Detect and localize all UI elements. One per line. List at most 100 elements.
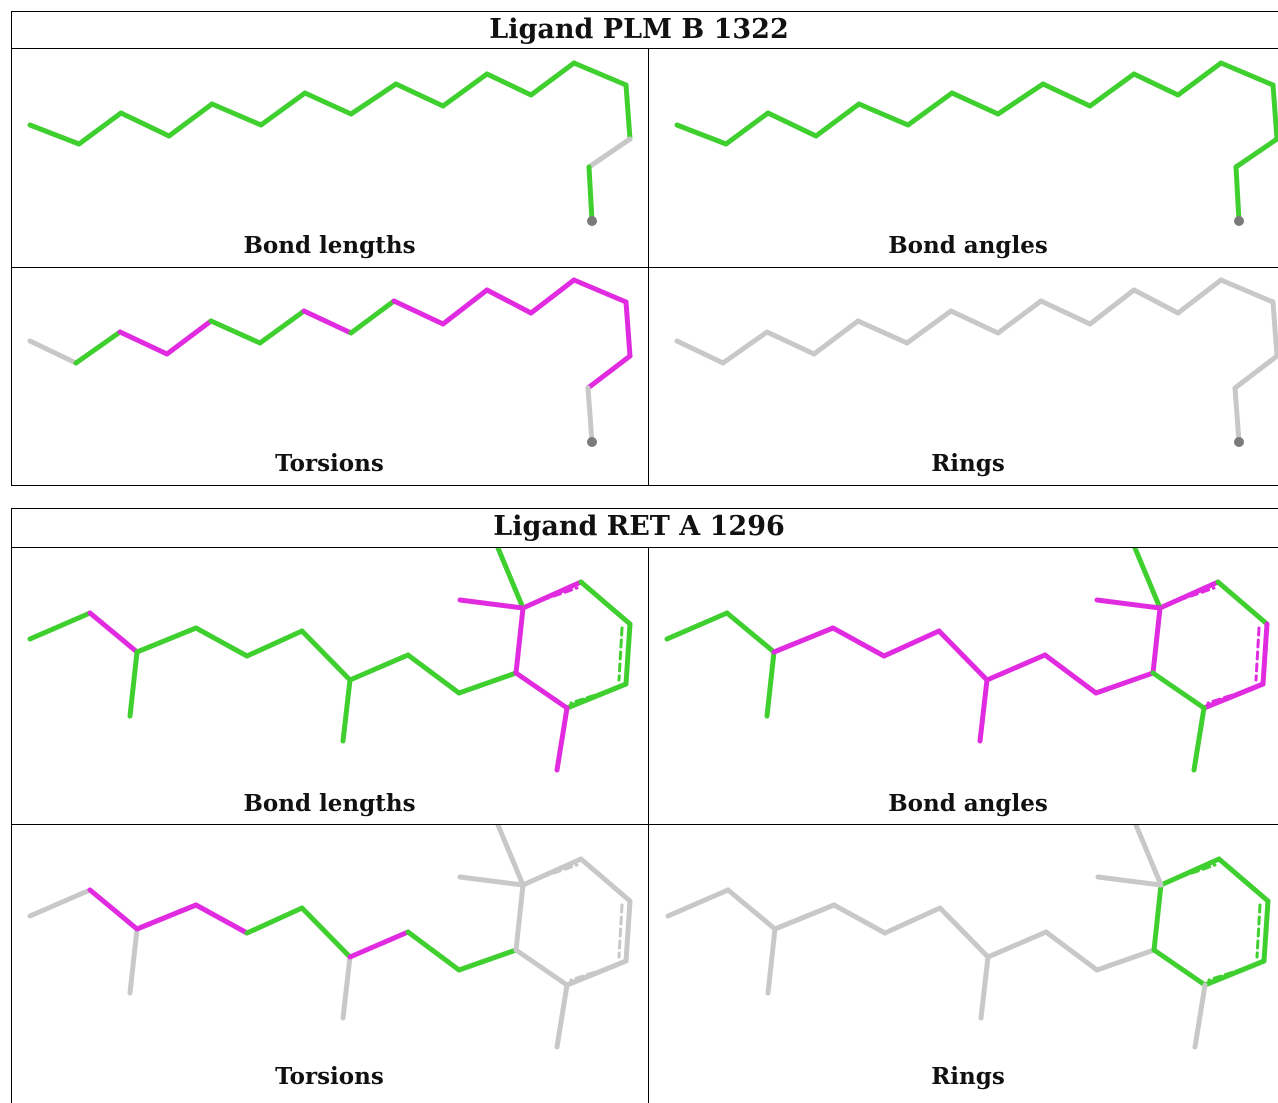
bond	[301, 308, 354, 336]
bond	[73, 329, 123, 366]
divider	[11, 267, 1278, 268]
bond	[27, 610, 93, 642]
bond	[1095, 874, 1164, 888]
divider	[11, 824, 1278, 825]
bond	[457, 874, 526, 888]
bond	[623, 82, 633, 142]
bond	[1131, 71, 1181, 98]
panel-torsions: Torsions	[11, 825, 648, 1103]
bond	[208, 318, 263, 346]
bond	[209, 101, 264, 128]
bond	[855, 318, 910, 346]
bond	[585, 353, 633, 391]
bond	[1255, 903, 1262, 959]
bond	[340, 954, 353, 1021]
bond	[617, 626, 624, 682]
bond	[495, 548, 526, 611]
bond	[76, 110, 124, 147]
bond	[1094, 947, 1157, 973]
ligand-table-frame	[11, 508, 1278, 1103]
bond	[623, 299, 633, 359]
bond	[1133, 825, 1164, 888]
divider	[11, 547, 1278, 548]
bond	[882, 905, 943, 936]
bond	[528, 60, 577, 98]
bond	[1270, 299, 1278, 359]
bond	[578, 579, 633, 627]
ligand-structure-image	[27, 825, 633, 1050]
bond	[440, 71, 490, 109]
bond	[127, 926, 140, 996]
bond	[948, 308, 1001, 336]
ligand-title: Ligand PLM B 1322	[489, 14, 789, 45]
ligand-block-plm: Ligand PLM B 1322 Bond lengths Bond angl…	[11, 11, 1278, 486]
bond	[765, 110, 819, 139]
bond	[193, 625, 250, 659]
bond	[164, 318, 214, 357]
bond	[1040, 81, 1093, 109]
bond	[302, 90, 354, 117]
divider	[648, 48, 649, 486]
bond	[984, 652, 1048, 683]
bond	[513, 947, 570, 988]
bond	[456, 670, 519, 696]
bond	[299, 905, 353, 960]
bond	[1094, 597, 1163, 611]
atom-sphere	[1234, 437, 1244, 447]
bond	[1043, 929, 1100, 973]
bond	[811, 318, 861, 357]
bond	[1167, 863, 1217, 883]
bond	[1038, 298, 1093, 327]
bond	[529, 586, 579, 606]
bond	[1191, 705, 1207, 773]
bond	[813, 101, 862, 139]
bond	[571, 60, 629, 88]
bond	[1132, 548, 1163, 611]
bond	[720, 329, 770, 366]
panel-bond-angles: Bond angles	[649, 49, 1278, 267]
bond	[554, 705, 570, 773]
divider	[648, 547, 649, 1103]
ligand-block-ret: Ligand RET A 1296 Bond lengths Bond angl…	[11, 508, 1278, 1103]
bond	[571, 277, 629, 305]
bond	[985, 929, 1049, 960]
ligand-structure-image	[665, 825, 1271, 1050]
bond	[617, 903, 624, 959]
bond	[244, 628, 305, 659]
bond	[1175, 277, 1224, 316]
bond	[515, 889, 525, 945]
bond	[1087, 71, 1137, 109]
bond	[569, 963, 619, 982]
panel-caption: Torsions	[275, 1063, 384, 1090]
atom-sphere	[587, 216, 597, 226]
bond	[405, 929, 462, 973]
bond	[995, 298, 1044, 336]
bond	[586, 164, 595, 224]
bond	[881, 628, 942, 659]
ligand-structure-image	[27, 548, 633, 773]
bond	[134, 625, 199, 655]
bond	[348, 81, 399, 117]
bond	[977, 677, 990, 744]
bond	[723, 110, 771, 147]
bond	[1152, 612, 1162, 668]
bond	[949, 90, 1001, 117]
panel-bond-lengths: Bond lengths	[11, 49, 648, 267]
panel-caption: Bond lengths	[243, 232, 416, 259]
bond	[1166, 586, 1216, 606]
panel-rings: Rings	[649, 825, 1278, 1103]
panel-caption: Bond angles	[888, 790, 1048, 817]
panel-bond-lengths: Bond lengths	[11, 548, 648, 824]
divider	[11, 48, 1278, 49]
bond	[674, 122, 729, 147]
bond	[27, 338, 79, 366]
bond	[1270, 82, 1278, 142]
bond	[674, 338, 726, 366]
bond	[495, 825, 526, 888]
bond	[936, 628, 990, 683]
ligand-structure-image	[27, 60, 633, 226]
bond	[1232, 353, 1278, 391]
panel-caption: Rings	[931, 1063, 1005, 1090]
bond	[257, 308, 307, 346]
ligand-structure-image	[674, 60, 1278, 226]
